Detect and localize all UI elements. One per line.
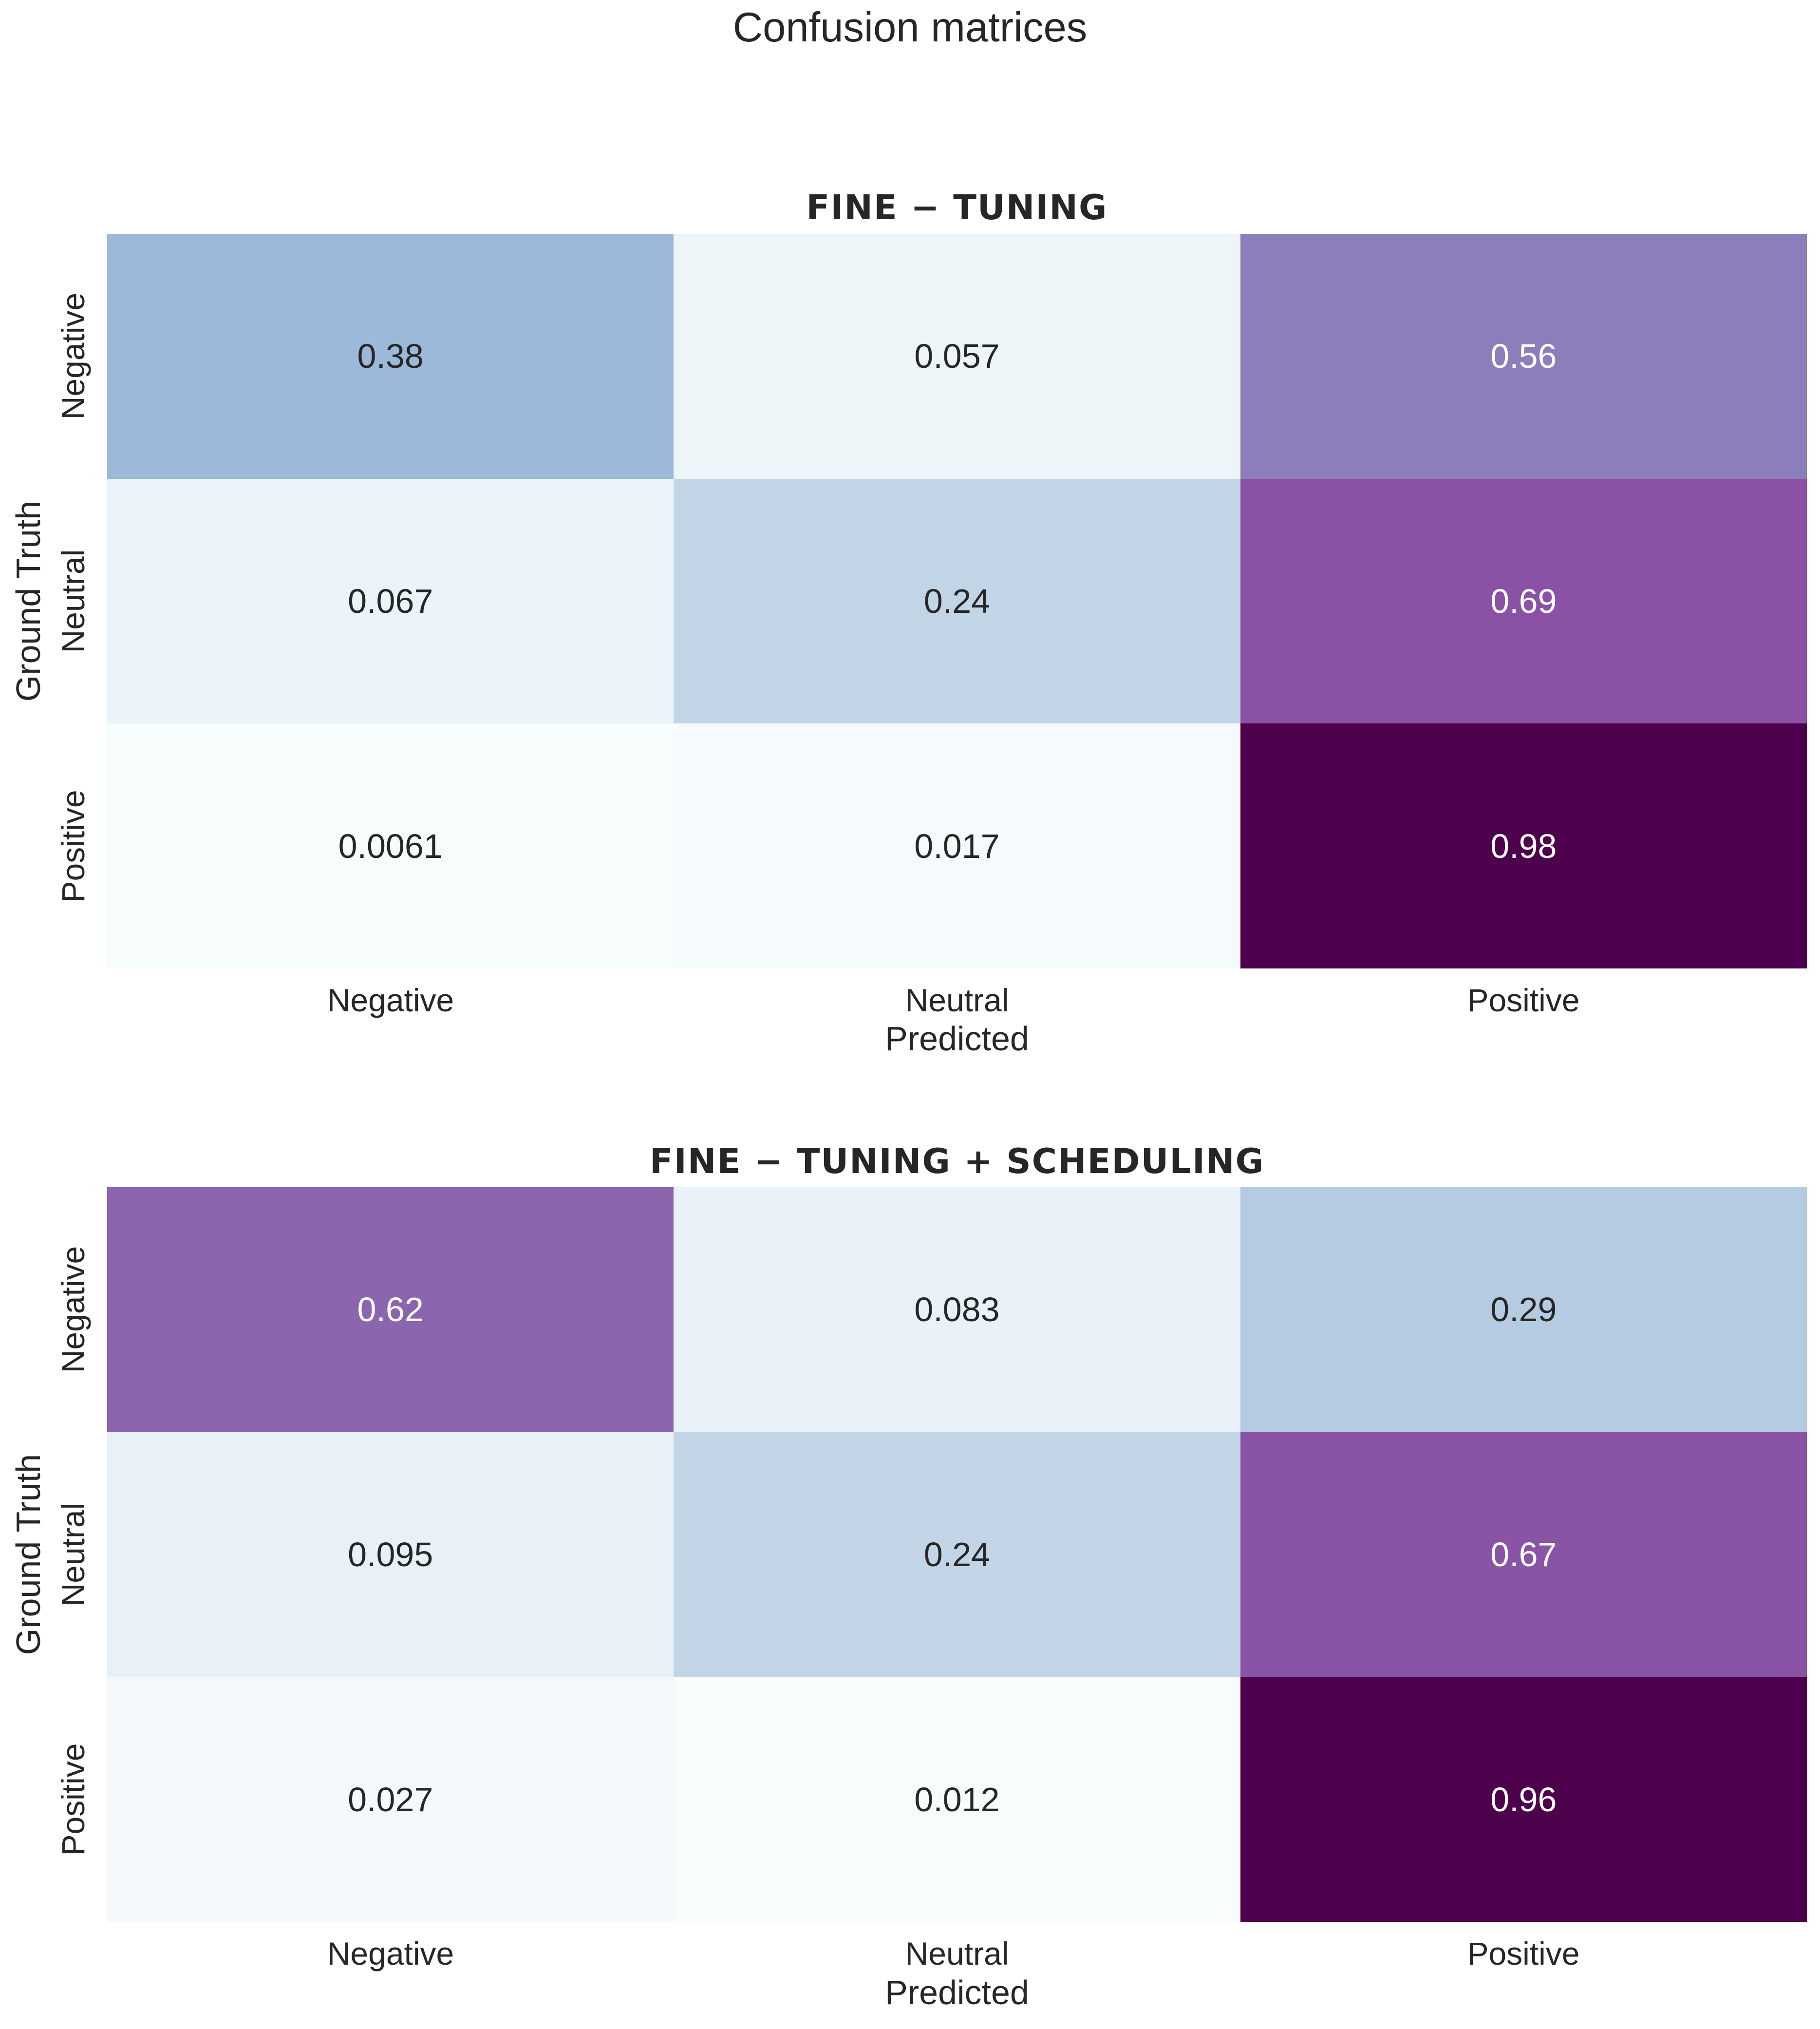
heatmap-cell: 0.67 <box>1240 1432 1807 1677</box>
heatmap-cell: 0.24 <box>674 478 1240 724</box>
x-tick-label: Negative <box>327 1935 454 1972</box>
heatmap-cell: 0.56 <box>1240 234 1807 479</box>
x-axis-label: Predicted <box>885 1020 1029 1058</box>
x-tick-label: Neutral <box>905 982 1009 1018</box>
y-axis-label: Ground Truth <box>9 1454 47 1655</box>
heatmap-cell: 0.027 <box>107 1677 674 1922</box>
y-tick-label: Negative <box>55 1246 91 1373</box>
heatmap-cell: 0.62 <box>107 1187 674 1432</box>
y-axis-label: Ground Truth <box>9 500 47 702</box>
heatmap-cell: 0.38 <box>107 234 674 479</box>
heatmap-cell: 0.017 <box>674 723 1240 968</box>
y-tick-label: Positive <box>55 790 91 903</box>
heatmap-cell: 0.067 <box>107 478 674 724</box>
x-tick-label: Positive <box>1467 1935 1580 1972</box>
figure-title: Confusion matrices <box>732 4 1088 51</box>
x-axis-label: Predicted <box>885 1973 1029 2011</box>
heatmap-cell: 0.012 <box>674 1677 1240 1922</box>
x-tick-label: Positive <box>1467 982 1580 1018</box>
heatmap-cell: 0.96 <box>1240 1677 1807 1922</box>
heatmap-cell: 0.24 <box>674 1432 1240 1677</box>
heatmap-cell: 0.98 <box>1240 723 1807 968</box>
heatmap-cell: 0.057 <box>674 234 1240 479</box>
panel-title: FINE − TUNING <box>806 188 1108 228</box>
y-tick-label: Neutral <box>55 549 91 653</box>
heatmap-grid: 0.62 0.083 0.29 0.095 0.24 0.67 0.027 0.012 0.96 <box>107 1187 1807 1922</box>
x-tick-label: Neutral <box>905 1935 1009 1972</box>
y-tick-label: Negative <box>55 292 91 420</box>
heatmap-cell: 0.29 <box>1240 1187 1807 1432</box>
heatmap-cell: 0.69 <box>1240 478 1807 724</box>
heatmap-cell: 0.095 <box>107 1432 674 1677</box>
heatmap-cell: 0.083 <box>674 1187 1240 1432</box>
y-tick-label: Positive <box>55 1743 91 1856</box>
heatmap-grid: 0.38 0.057 0.56 0.067 0.24 0.69 0.0061 0.017 0.9… <box>107 234 1807 968</box>
x-tick-label: Negative <box>327 982 454 1018</box>
y-tick-label: Neutral <box>55 1502 91 1607</box>
panel-title: FINE − TUNING + SCHEDULING <box>649 1141 1265 1181</box>
heatmap-cell: 0.0061 <box>107 723 674 968</box>
